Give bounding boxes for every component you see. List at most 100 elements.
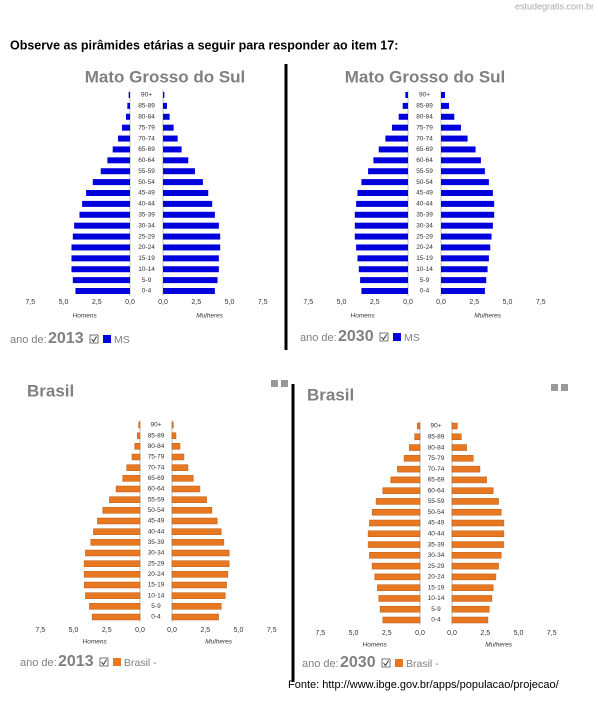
year-label: ano de:: [302, 658, 339, 670]
bar: [171, 528, 222, 535]
bar: [441, 135, 468, 142]
bar: [163, 277, 218, 284]
chart-title: Brasil: [307, 385, 354, 404]
bar: [122, 475, 141, 482]
bar: [171, 453, 185, 461]
bar: [451, 595, 493, 602]
bar: [91, 613, 141, 621]
bar: [126, 113, 130, 120]
x-tick-label: 2,5: [200, 627, 210, 634]
age-label: 0-4: [142, 288, 152, 295]
bar: [398, 113, 408, 120]
bar: [392, 124, 408, 131]
bar: [92, 179, 130, 186]
age-label: 85-89: [138, 103, 155, 110]
bar: [361, 288, 408, 294]
bar: [441, 146, 476, 153]
year-label: ano de:: [10, 334, 47, 346]
bar: [356, 244, 408, 251]
age-label: 40-44: [416, 201, 433, 208]
bar: [163, 233, 221, 240]
age-label: 85-89: [148, 432, 165, 439]
year: 2013: [48, 330, 84, 347]
bar: [451, 455, 474, 462]
age-label: 30-34: [428, 552, 445, 559]
age-label: 15-19: [416, 255, 433, 262]
x-tick-label: 7,5: [267, 627, 277, 634]
bar: [171, 507, 213, 514]
age-label: 60-64: [148, 486, 165, 493]
age-label: 85-89: [416, 103, 433, 110]
chart-title: Brasil: [27, 381, 74, 400]
legend-label: Brasil -: [406, 658, 439, 670]
bar: [171, 517, 218, 525]
x-tick-label: 2,5: [382, 630, 392, 637]
bar: [163, 200, 213, 207]
age-label: 80-84: [428, 444, 445, 451]
bar: [451, 422, 458, 430]
x-axis-label: Mulheres: [474, 313, 501, 320]
age-label: 15-19: [428, 584, 445, 591]
bar: [171, 539, 225, 546]
age-label: 10-14: [428, 595, 445, 602]
x-tick-label: 7,5: [547, 630, 557, 637]
checkmark: [381, 334, 387, 341]
bar: [171, 571, 229, 578]
bar: [451, 476, 487, 484]
age-label: 80-84: [416, 113, 433, 120]
legend-swatch: [113, 658, 121, 666]
age-label: 55-59: [416, 168, 433, 175]
bar: [85, 592, 141, 599]
bar: [86, 190, 130, 196]
bar: [371, 508, 421, 516]
x-axis-label: Homens: [351, 313, 376, 320]
bar: [171, 485, 201, 493]
bar: [441, 200, 495, 207]
legend-label: MS: [404, 332, 420, 344]
bar: [441, 124, 461, 131]
bar: [451, 433, 462, 441]
bar: [163, 135, 178, 142]
year: 2013: [58, 653, 94, 670]
x-axis-label: Mulheres: [196, 313, 223, 320]
bar: [382, 616, 421, 624]
age-label: 65-69: [138, 146, 155, 153]
x-tick-label: 7,5: [35, 627, 45, 634]
icons: [271, 380, 568, 391]
bar: [441, 211, 495, 218]
bar: [163, 124, 174, 131]
bar: [358, 266, 408, 273]
bar: [451, 562, 499, 570]
bar: [171, 432, 177, 439]
bar: [83, 571, 141, 578]
bar: [171, 560, 230, 567]
x-tick-label: 5,0: [337, 299, 347, 306]
x-tick-label: 5,0: [225, 299, 235, 306]
bar: [71, 244, 130, 251]
age-label: 15-19: [138, 255, 155, 262]
checkmark: [101, 659, 107, 666]
legend-label: MS: [114, 334, 130, 346]
bar: [171, 613, 219, 621]
bar: [441, 266, 488, 273]
checkbox: [379, 332, 389, 342]
age-label: 30-34: [416, 222, 433, 229]
bar: [171, 496, 207, 503]
age-label: 25-29: [416, 233, 433, 240]
bar: [71, 266, 130, 273]
bar: [171, 475, 194, 482]
bar: [441, 277, 487, 284]
x-tick-label: 5,0: [234, 627, 244, 634]
age-label: 5-9: [431, 606, 441, 613]
age-label: 70-74: [138, 135, 155, 142]
age-label: 55-59: [428, 498, 445, 505]
bar: [171, 549, 230, 557]
bar: [171, 421, 174, 429]
age-label: 80-84: [138, 113, 155, 120]
bar: [441, 179, 489, 186]
bar: [451, 616, 489, 624]
bar: [405, 92, 408, 98]
bar: [163, 102, 167, 109]
age-label: 10-14: [138, 266, 155, 273]
bar: [369, 552, 421, 559]
